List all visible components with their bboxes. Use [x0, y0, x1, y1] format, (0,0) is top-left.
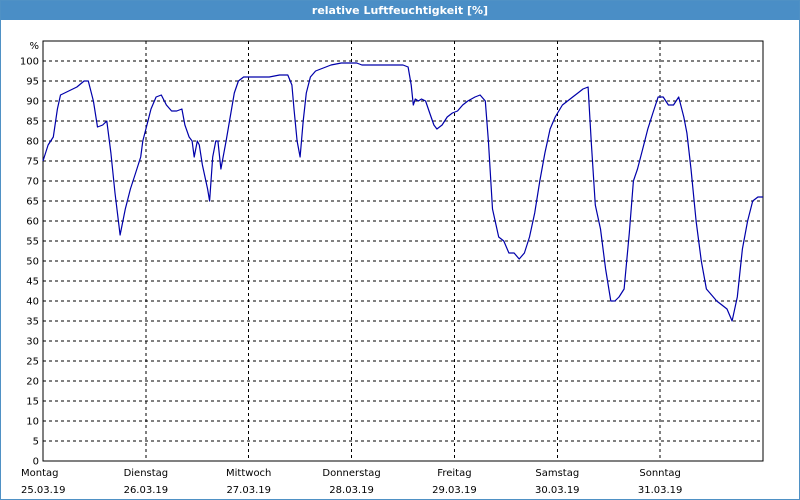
- y-tick-label: 60: [26, 217, 39, 228]
- y-tick-label: 15: [26, 397, 39, 408]
- axes: [42, 40, 764, 462]
- x-tick-day-label: Freitag: [437, 468, 471, 479]
- y-tick-label: 25: [26, 357, 39, 368]
- x-tick-day-label: Mittwoch: [226, 468, 271, 479]
- y-tick-label: 45: [26, 277, 39, 288]
- y-tick-label: 90: [26, 97, 39, 108]
- x-tick-date-label: 28.03.19: [329, 485, 374, 496]
- y-tick-label: 95: [26, 77, 39, 88]
- y-tick-label: 100: [20, 57, 39, 68]
- x-tick-day-label: Sonntag: [639, 468, 681, 479]
- x-tick-date-label: 27.03.19: [226, 485, 271, 496]
- window-title-bar: relative Luftfeuchtigkeit [%]: [1, 1, 799, 20]
- y-tick-label: 0: [33, 457, 39, 468]
- y-tick-label: 40: [26, 297, 39, 308]
- y-tick-label: 35: [26, 317, 39, 328]
- x-tick-day-label: Donnerstag: [322, 468, 380, 479]
- tick-labels: 0 5 10 15 20 25 30 35 40 45 50 55 60 65 70 75 80 85 90 95 10…: [20, 41, 683, 496]
- x-tick-date-label: 26.03.19: [124, 485, 169, 496]
- y-tick-label: 85: [26, 117, 39, 128]
- y-tick-label: 5: [33, 437, 39, 448]
- y-tick-label: 75: [26, 157, 39, 168]
- plot-area-background: [43, 41, 763, 461]
- y-tick-label: 70: [26, 177, 39, 188]
- x-tick-day-label: Samstag: [535, 468, 579, 479]
- y-tick-label: 50: [26, 257, 39, 268]
- x-tick-date-label: 31.03.19: [638, 485, 683, 496]
- y-tick-label: 20: [26, 377, 39, 388]
- y-tick-label: 55: [26, 237, 39, 248]
- x-tick-day-label: Montag: [21, 468, 58, 479]
- x-tick-date-label: 25.03.19: [21, 485, 66, 496]
- y-tick-label: 65: [26, 197, 39, 208]
- x-tick-day-label: Dienstag: [124, 468, 169, 479]
- y-tick-label: 80: [26, 137, 39, 148]
- y-tick-label: 30: [26, 337, 39, 348]
- y-axis-unit-label: %: [29, 41, 39, 52]
- plot-frame: [42, 40, 764, 462]
- series-layer: [42, 62, 763, 322]
- x-tick-date-label: 30.03.19: [535, 485, 580, 496]
- grid-lines: [43, 41, 763, 461]
- x-tick-date-label: 29.03.19: [432, 485, 477, 496]
- humidity-series-line: [42, 62, 763, 322]
- y-tick-label: 10: [26, 417, 39, 428]
